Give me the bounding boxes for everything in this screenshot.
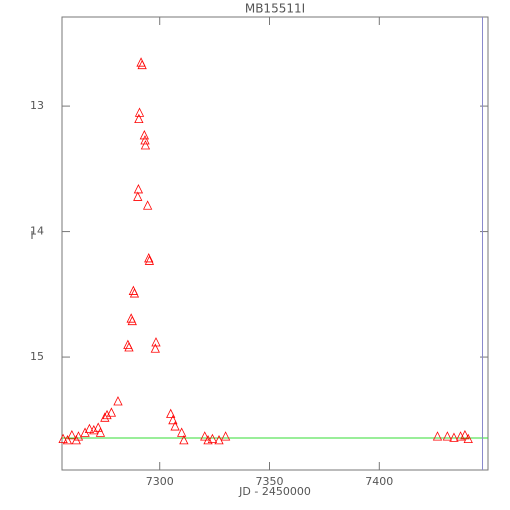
data-point bbox=[67, 429, 77, 440]
data-point bbox=[140, 135, 150, 145]
x-tick-label: 7300 bbox=[146, 475, 174, 488]
data-point bbox=[214, 434, 224, 445]
x-axis-label: JD - 2450000 bbox=[238, 485, 311, 498]
data-point bbox=[106, 407, 117, 417]
data-point bbox=[151, 337, 161, 347]
data-point bbox=[170, 421, 180, 431]
data-point bbox=[58, 433, 68, 444]
data-point bbox=[207, 433, 218, 444]
data-point bbox=[150, 343, 160, 353]
data-point bbox=[140, 140, 151, 150]
data-point bbox=[124, 342, 134, 352]
data-point bbox=[463, 433, 473, 444]
data-point bbox=[144, 255, 155, 265]
data-point bbox=[449, 432, 459, 442]
y-tick-label: 14 bbox=[30, 225, 44, 238]
data-point bbox=[139, 130, 149, 140]
data-point bbox=[168, 414, 178, 425]
data-point bbox=[95, 427, 106, 437]
data-point bbox=[62, 434, 73, 445]
data-point bbox=[102, 409, 112, 420]
data-point bbox=[73, 431, 84, 441]
data-point bbox=[200, 431, 210, 441]
data-point bbox=[93, 422, 103, 432]
plot-frame bbox=[61, 16, 489, 471]
x-tick-label: 7400 bbox=[365, 475, 393, 488]
data-point bbox=[129, 288, 140, 298]
y-tick-label: 13 bbox=[30, 99, 44, 112]
data-point bbox=[142, 200, 153, 210]
data-point bbox=[137, 59, 147, 70]
y-tick-label: 15 bbox=[30, 350, 44, 363]
data-point bbox=[84, 423, 95, 433]
data-point bbox=[127, 315, 137, 326]
x-tick-label: 7350 bbox=[256, 475, 284, 488]
y-axis-label: I bbox=[30, 229, 33, 242]
data-point bbox=[113, 396, 123, 406]
data-point bbox=[166, 408, 176, 418]
chart-title: MB15511I bbox=[245, 2, 305, 16]
data-point bbox=[144, 253, 154, 263]
data-point bbox=[460, 429, 470, 440]
data-point bbox=[177, 427, 187, 437]
data-point bbox=[89, 424, 99, 435]
data-point bbox=[442, 431, 453, 441]
data-point bbox=[134, 113, 144, 124]
data-point bbox=[179, 434, 189, 445]
data-point bbox=[133, 184, 144, 194]
data-point bbox=[134, 107, 145, 117]
data-point bbox=[133, 191, 143, 201]
data-point bbox=[100, 412, 110, 422]
data-point bbox=[432, 431, 443, 441]
data-point bbox=[220, 431, 231, 441]
